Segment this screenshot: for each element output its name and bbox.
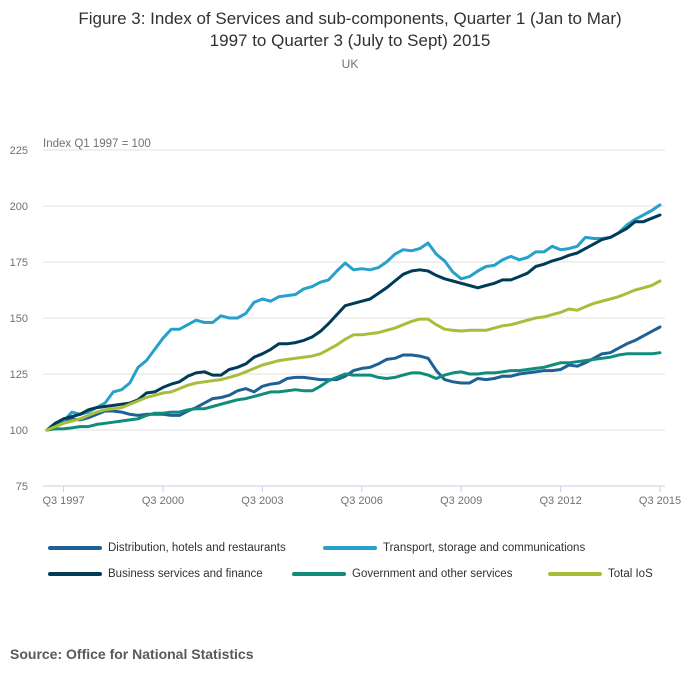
legend-label: Business services and finance [108, 568, 263, 580]
legend-label: Total IoS [608, 568, 653, 580]
y-tick-label: 225 [10, 145, 28, 157]
series-line-business-services-and-finance [45, 213, 662, 432]
chart-title-line-2: 1997 to Quarter 3 (July to Sept) 2015 [209, 31, 491, 50]
legend-swatch [323, 546, 377, 550]
line-chart: Index Q1 1997 = 100 75 100 125 150 175 200 225… [10, 138, 681, 507]
y-tick-label: 100 [10, 425, 28, 437]
x-tick-label: Q3 2006 [341, 495, 383, 507]
x-tick-label: Q3 2000 [142, 495, 184, 507]
legend-item-distribution: Distribution, hotels and restaurants [48, 542, 286, 554]
x-tick-label: Q3 2009 [440, 495, 482, 507]
legend-swatch [48, 546, 102, 550]
legend-item-business: Business services and finance [48, 568, 263, 580]
x-tick-label: Q3 2015 [639, 495, 681, 507]
chart-title: Figure 3: Index of Services and sub-comp… [0, 8, 700, 52]
y-tick-label: 150 [10, 313, 28, 325]
legend-swatch [548, 572, 602, 576]
source-note: Source: Office for National Statistics [10, 646, 254, 662]
x-tick-label: Q3 2012 [539, 495, 581, 507]
legend-item-transport: Transport, storage and communications [323, 542, 585, 554]
y-axis-label: Index Q1 1997 = 100 [43, 138, 151, 150]
x-tick-label: Q3 1997 [42, 495, 84, 507]
legend-swatch [48, 572, 102, 576]
y-tick-label: 125 [10, 369, 28, 381]
legend-label: Government and other services [352, 568, 513, 580]
legend-label: Transport, storage and communications [383, 542, 586, 554]
chart-subtitle: UK [341, 57, 359, 71]
y-tick-label: 175 [10, 257, 28, 269]
legend-label: Distribution, hotels and restaurants [108, 542, 286, 554]
series-line-distribution-hotels-and-restaurants [45, 325, 662, 432]
x-tick-label: Q3 2003 [241, 495, 283, 507]
legend-item-government: Government and other services [292, 568, 512, 580]
y-tick-label: 200 [10, 201, 28, 213]
series-line-transport-storage-and-communications [45, 203, 662, 432]
series-line-total-ios [45, 279, 662, 432]
legend-item-total-ios: Total IoS [548, 568, 653, 580]
legend-swatch [292, 572, 346, 576]
series-line-government-and-other-services [45, 351, 662, 432]
chart-title-line-1: Figure 3: Index of Services and sub-comp… [78, 9, 622, 28]
y-tick-label: 75 [16, 481, 28, 493]
